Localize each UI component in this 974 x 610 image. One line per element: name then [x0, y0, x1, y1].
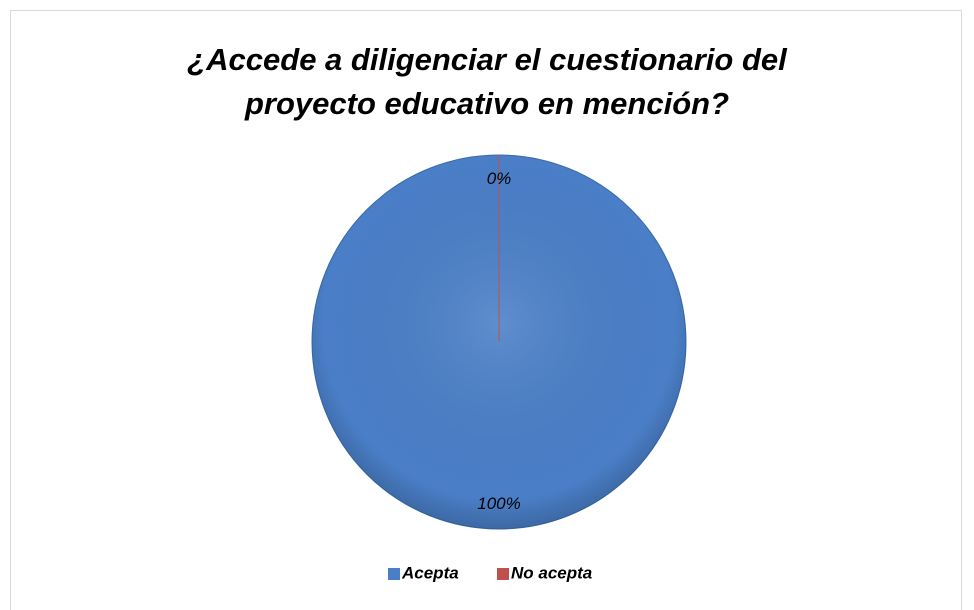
data-label: 0%: [487, 169, 512, 188]
legend-label: No acepta: [511, 563, 592, 582]
data-label: 100%: [477, 494, 520, 513]
legend-label: Acepta: [401, 563, 459, 582]
chart-frame: [10, 10, 962, 610]
legend-swatch: [388, 568, 400, 580]
legend-swatch: [497, 568, 509, 580]
chart-title: ¿Accede a diligenciar el cuestionario de…: [187, 42, 787, 121]
